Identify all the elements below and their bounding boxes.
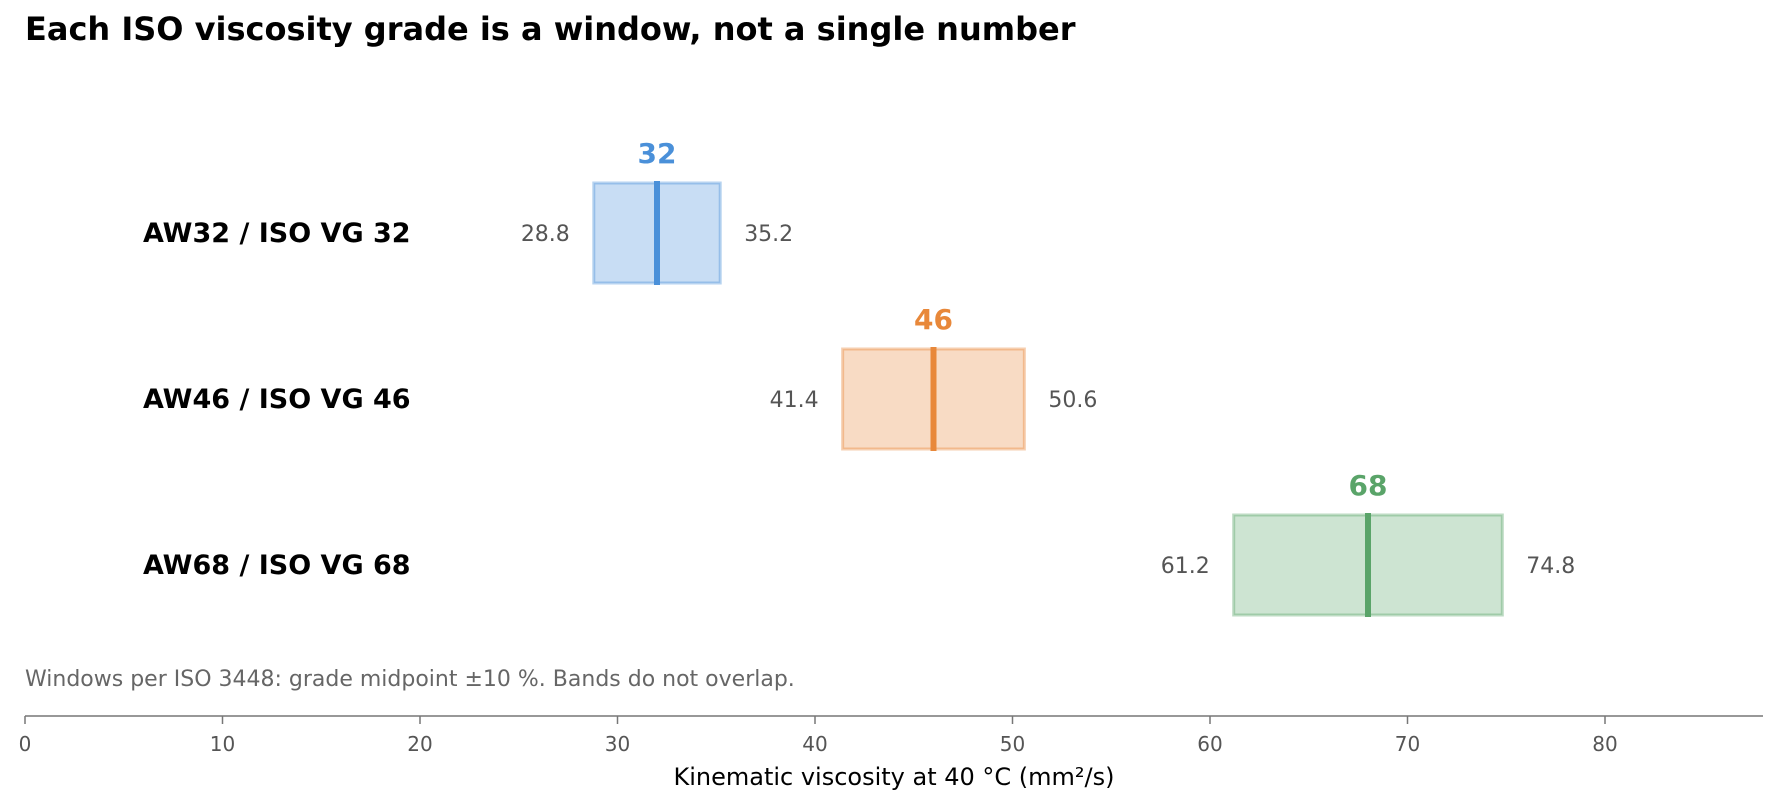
x-axis-title: Kinematic viscosity at 40 °C (mm²/s) [673,763,1114,791]
footnote: Windows per ISO 3448: grade midpoint ±10… [25,667,795,692]
chart-title: Each ISO viscosity grade is a window, no… [25,10,1076,48]
x-tick-label: 80 [1592,732,1617,756]
high-bound-label: 35.2 [744,222,793,247]
row-label: AW32 / ISO VG 32 [143,218,411,249]
x-tick-label: 30 [605,732,630,756]
high-bound-label: 74.8 [1526,554,1575,579]
grade-row-68: AW68 / ISO VG 68 68 61.2 74.8 [143,469,1575,617]
x-tick-label: 70 [1395,732,1420,756]
row-label: AW68 / ISO VG 68 [143,550,411,581]
x-tick-label: 10 [210,732,235,756]
bands-layer: AW32 / ISO VG 32 32 28.8 35.2 AW46 / ISO VG … [143,137,1575,617]
grade-row-46: AW46 / ISO VG 46 46 41.4 50.6 [143,303,1097,451]
high-bound-label: 50.6 [1048,388,1097,413]
x-tick-label: 60 [1197,732,1222,756]
row-label: AW46 / ISO VG 46 [143,384,411,415]
midpoint-label: 32 [638,137,677,170]
midpoint-label: 68 [1349,469,1388,502]
x-tick-label: 40 [802,732,827,756]
x-tick-label: 20 [407,732,432,756]
low-bound-label: 28.8 [521,222,570,247]
midpoint-label: 46 [914,303,953,336]
grade-row-32: AW32 / ISO VG 32 32 28.8 35.2 [143,137,793,285]
x-tick-label: 0 [19,732,32,756]
low-bound-label: 41.4 [770,388,819,413]
x-axis: 0 10 20 30 40 50 60 70 80 Kinematic viscosity at … [19,715,1763,791]
low-bound-label: 61.2 [1161,554,1210,579]
x-tick-label: 50 [1000,732,1025,756]
